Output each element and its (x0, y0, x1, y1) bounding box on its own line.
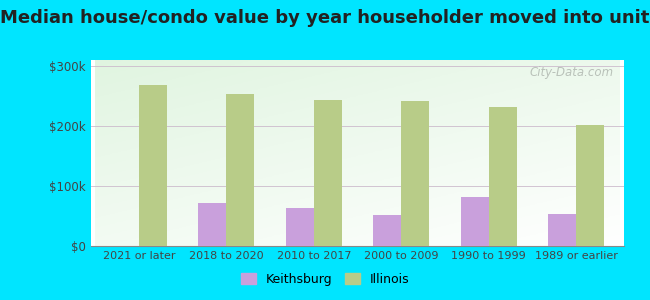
Text: City-Data.com: City-Data.com (529, 66, 614, 79)
Bar (489, 107, 517, 246)
Bar (226, 94, 254, 246)
Legend: Keithsburg, Illinois: Keithsburg, Illinois (235, 268, 415, 291)
Bar (198, 203, 226, 246)
Bar (576, 125, 604, 246)
Bar (139, 85, 167, 246)
Bar (286, 208, 314, 246)
Bar (548, 214, 576, 246)
Bar (401, 101, 429, 246)
Bar (314, 100, 342, 246)
Text: Median house/condo value by year householder moved into unit: Median house/condo value by year househo… (0, 9, 650, 27)
Bar (461, 197, 489, 246)
Bar (373, 215, 401, 246)
